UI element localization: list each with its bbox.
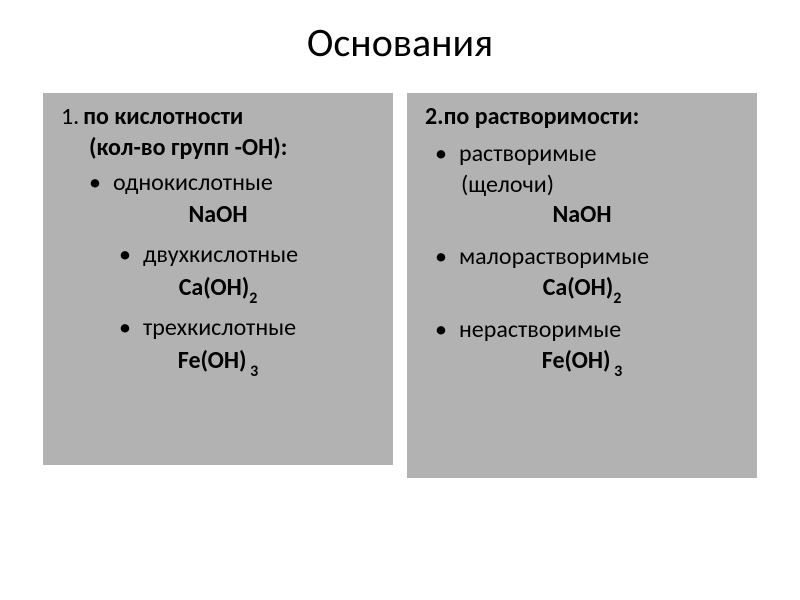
item-label: двухкислотные: [143, 241, 298, 270]
formula-base: NaOH: [188, 200, 247, 229]
list-item: • двухкислотные: [119, 241, 375, 270]
right-number: 2.: [425, 102, 444, 131]
list-item: • малорастворимые: [435, 243, 739, 272]
formula: Fe(OH) 3: [425, 347, 739, 379]
left-subheading: (кол-во групп -ОН):: [89, 134, 375, 163]
left-number: 1.: [61, 103, 79, 132]
list-item: • трехкислотные: [119, 314, 375, 343]
formula-sub: 2: [249, 289, 257, 308]
item-label: трехкислотные: [143, 314, 296, 343]
bullet-icon: •: [89, 169, 101, 198]
formula-base: Ca(OH): [179, 273, 250, 302]
formula-sub: 3: [246, 362, 258, 381]
right-heading: по растворимости:: [444, 102, 640, 131]
item-label: однокислотные: [113, 169, 273, 198]
column-solubility: 2.по растворимости: • растворимые (щелоч…: [407, 93, 757, 478]
formula: NaOH: [425, 201, 739, 233]
list-item: • нерастворимые: [435, 316, 739, 345]
formula-base: Ca(OH): [543, 273, 614, 302]
bullet-icon: •: [119, 241, 131, 270]
page-title: Основания: [0, 0, 800, 93]
formula: NaOH: [61, 201, 375, 233]
formula-sub: 3: [610, 362, 622, 381]
columns-wrapper: 1. по кислотности (кол-во групп -ОН): • …: [0, 93, 800, 478]
formula: Fe(OH) 3: [61, 347, 375, 379]
formula-base: NaOH: [552, 200, 611, 229]
item-label: нерастворимые: [459, 316, 621, 345]
formula-base: Fe(OH): [542, 346, 611, 375]
bullet-icon: •: [435, 316, 447, 345]
left-heading-row: 1. по кислотности: [61, 103, 375, 132]
right-heading-row: 2.по растворимости:: [425, 103, 739, 132]
bullet-icon: •: [435, 243, 447, 272]
column-acidity: 1. по кислотности (кол-во групп -ОН): • …: [43, 93, 393, 465]
formula: Ca(OH)2: [61, 274, 375, 306]
bullet-icon: •: [119, 314, 131, 343]
item-label-line2: (щелочи): [461, 171, 739, 200]
list-item: • однокислотные: [89, 169, 375, 198]
formula-sub: 2: [613, 289, 621, 308]
item-label: малорастворимые: [459, 243, 649, 272]
left-heading: по кислотности: [83, 103, 243, 132]
item-label: растворимые: [459, 140, 596, 169]
list-item: • растворимые: [435, 140, 739, 169]
formula-base: Fe(OH): [178, 346, 247, 375]
formula: Ca(OH)2: [425, 274, 739, 306]
bullet-icon: •: [435, 140, 447, 169]
